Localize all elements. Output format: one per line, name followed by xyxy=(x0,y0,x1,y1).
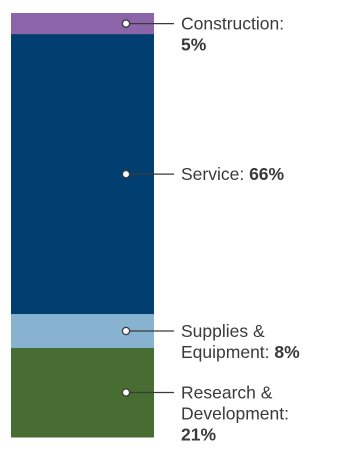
connector-dot-research-and-development xyxy=(121,388,131,397)
segment-label-line: Development: xyxy=(181,403,289,423)
segment-labels: Construction: 5% Service: 66% Supplies & Equ… xyxy=(181,14,300,445)
segment-label-line: Construction: xyxy=(181,14,284,34)
segment-value: 21% xyxy=(181,424,216,444)
label-connectors xyxy=(121,19,174,397)
bar-segment-construction xyxy=(11,13,154,35)
segment-label-line: Equipment: xyxy=(181,342,274,362)
connector-dot-supplies-and-equipment xyxy=(121,326,131,336)
stacked-bar xyxy=(11,13,154,438)
connector-dot-construction xyxy=(121,19,131,28)
segment-label-service: Service: 66% xyxy=(181,164,285,184)
segment-label-line: Supplies & xyxy=(181,321,265,341)
segment-label-line: Service: xyxy=(181,164,249,184)
connector-dot-service xyxy=(121,169,131,179)
segment-value: 8% xyxy=(274,342,300,362)
segment-label-line: Research & xyxy=(181,382,273,402)
segment-label-research-and-development: Research & Development: 21% xyxy=(181,382,289,444)
segment-label-supplies-and-equipment: Supplies & Equipment: 8% xyxy=(181,321,300,362)
segment-value: 5% xyxy=(181,35,207,55)
segment-label-construction: Construction: 5% xyxy=(181,14,284,55)
segment-value: 66% xyxy=(249,164,284,184)
